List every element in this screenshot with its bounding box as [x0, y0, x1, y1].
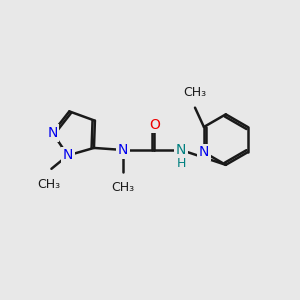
Text: CH₃: CH₃	[112, 181, 135, 194]
Text: N: N	[199, 145, 209, 159]
Text: H: H	[176, 157, 186, 170]
Text: CH₃: CH₃	[183, 86, 207, 99]
Text: N: N	[47, 126, 58, 140]
Text: N: N	[63, 148, 73, 162]
Text: N: N	[176, 143, 186, 157]
Text: CH₃: CH₃	[38, 178, 61, 191]
Text: O: O	[149, 118, 160, 132]
Text: N: N	[118, 143, 128, 157]
